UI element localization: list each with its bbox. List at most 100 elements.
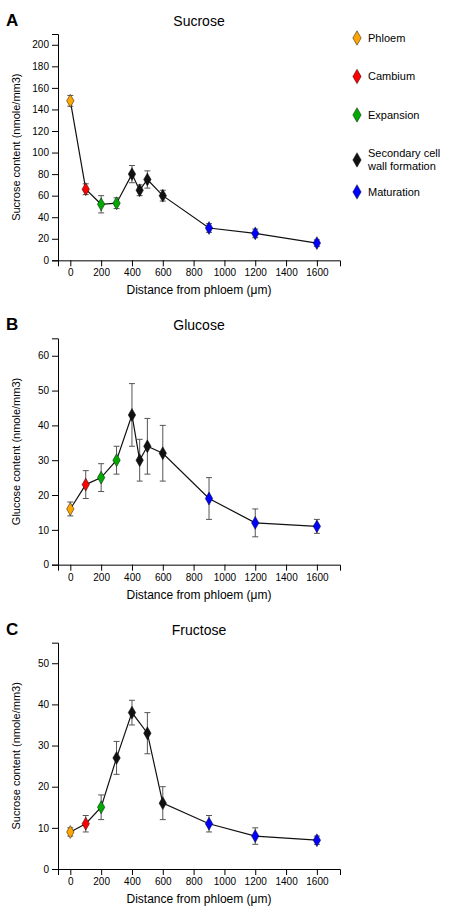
legend-label-line: Secondary cell xyxy=(368,147,440,159)
error-bar xyxy=(137,439,143,481)
x-tick-mark xyxy=(163,260,164,266)
data-point xyxy=(313,237,320,250)
panel: 0200400600800100012001400160001020304050… xyxy=(10,317,341,601)
x-tick-label: 400 xyxy=(124,267,141,278)
panel-label: B xyxy=(6,315,18,334)
x-tick-mark xyxy=(163,869,164,875)
y-tick-label: 180 xyxy=(32,61,49,72)
x-tick-label: 1400 xyxy=(275,876,298,887)
x-tick: 800 xyxy=(186,565,203,583)
y-tick-mark xyxy=(52,663,58,664)
y-tick-label: 80 xyxy=(38,169,50,180)
data-point xyxy=(205,817,212,830)
data-point xyxy=(144,727,151,740)
legend-marker xyxy=(353,185,361,199)
data-point xyxy=(252,516,259,529)
panel: 0200400600800100012001400160001020304050… xyxy=(10,622,341,906)
y-tick: 10 xyxy=(38,823,58,834)
x-tick: 1000 xyxy=(214,260,237,278)
x-tick-label: 1600 xyxy=(306,267,329,278)
y-tick-mark xyxy=(52,746,58,747)
legend-label-line: Expansion xyxy=(368,109,419,121)
legend-item: Expansion xyxy=(353,108,420,122)
y-tick-label: 0 xyxy=(43,864,49,875)
plot-area xyxy=(67,384,321,537)
legend-marker xyxy=(353,153,361,167)
x-tick-label: 800 xyxy=(186,267,203,278)
legend-label: Secondary cellwall formation xyxy=(367,147,440,172)
data-point xyxy=(67,826,74,839)
x-tick-mark xyxy=(317,565,318,571)
y-tick-mark xyxy=(52,217,58,218)
y-axis-title: Sucrose content (nmole/mm3) xyxy=(10,682,22,829)
plot-area xyxy=(67,700,321,846)
y-tick: 200 xyxy=(32,39,58,50)
title: Glucose xyxy=(173,317,225,333)
legend-label: Expansion xyxy=(368,109,419,121)
data-point xyxy=(136,454,143,467)
y-tick-label: 20 xyxy=(38,490,50,501)
x-tick-label: 200 xyxy=(93,267,110,278)
legend-label: Cambium xyxy=(368,70,415,82)
error-bar xyxy=(144,418,150,474)
error-bar xyxy=(206,816,212,832)
x-axis-line xyxy=(59,565,341,571)
y-axis: 0102030405060 xyxy=(38,339,59,571)
y-tick-label: 0 xyxy=(43,255,49,266)
x-tick-label: 1000 xyxy=(214,267,237,278)
x-tick: 600 xyxy=(155,869,172,887)
y-tick-mark xyxy=(52,530,58,531)
y-tick-label: 100 xyxy=(32,147,49,158)
legend-label: Phloem xyxy=(368,32,405,44)
y-tick: 0 xyxy=(43,255,58,266)
x-tick: 1600 xyxy=(306,260,329,278)
y-tick: 60 xyxy=(38,190,58,201)
x-tick-mark xyxy=(255,565,256,571)
data-line xyxy=(70,415,317,526)
y-axis: 01020304050 xyxy=(38,643,59,875)
x-tick-mark xyxy=(101,869,102,875)
y-tick-mark xyxy=(52,828,58,829)
data-point xyxy=(67,94,74,107)
y-tick-mark xyxy=(52,196,58,197)
x-tick: 0 xyxy=(68,565,74,583)
x-axis-title: Distance from phloem (μm) xyxy=(127,283,272,297)
x-tick: 800 xyxy=(186,260,203,278)
y-axis-line xyxy=(52,643,59,869)
data-point xyxy=(97,801,104,814)
data-point xyxy=(97,198,104,211)
data-point xyxy=(113,454,120,467)
data-line xyxy=(70,101,317,243)
data-point xyxy=(128,408,135,421)
data-line xyxy=(70,713,317,841)
y-axis-line xyxy=(52,339,59,565)
legend-label-line: Phloem xyxy=(368,32,405,44)
legend-label: Maturation xyxy=(368,186,420,198)
x-tick: 800 xyxy=(186,869,203,887)
y-axis-line xyxy=(52,35,59,261)
y-tick-mark xyxy=(52,391,58,392)
error-bar xyxy=(160,425,166,481)
y-tick-label: 200 xyxy=(32,39,49,50)
x-tick-mark xyxy=(224,260,225,266)
y-axis-title: Sucrose content (nmole/mm3) xyxy=(10,73,22,220)
y-tick-label: 40 xyxy=(38,212,50,223)
error-bar xyxy=(114,741,120,774)
y-tick: 30 xyxy=(38,455,58,466)
x-tick-mark xyxy=(286,869,287,875)
y-tick: 100 xyxy=(32,147,58,158)
error-bar xyxy=(160,787,166,820)
legend-marker xyxy=(353,31,361,45)
y-tick-label: 50 xyxy=(38,658,50,669)
x-tick-mark xyxy=(255,869,256,875)
y-tick: 140 xyxy=(32,104,58,115)
y-tick: 40 xyxy=(38,420,58,431)
y-tick: 60 xyxy=(38,350,58,361)
y-tick-label: 60 xyxy=(38,190,50,201)
x-tick-mark xyxy=(132,565,133,571)
x-tick-mark xyxy=(132,869,133,875)
legend-label-line: Cambium xyxy=(368,70,415,82)
panel-label: C xyxy=(6,620,18,639)
y-tick-mark xyxy=(52,239,58,240)
error-bar xyxy=(144,713,150,754)
